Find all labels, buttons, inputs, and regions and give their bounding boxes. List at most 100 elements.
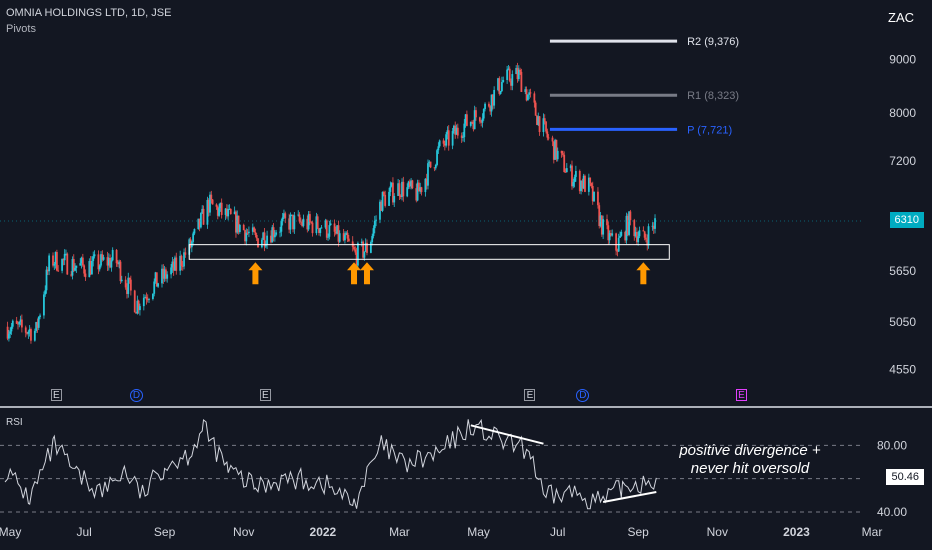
candle-body <box>615 233 618 251</box>
candle <box>172 258 175 276</box>
candle-body <box>142 297 145 307</box>
candle <box>402 176 405 202</box>
candle <box>357 241 359 270</box>
candle-body <box>417 182 420 192</box>
candle-body <box>248 231 250 233</box>
candle-body <box>92 256 95 261</box>
candle <box>347 234 350 242</box>
candle-body <box>255 235 258 239</box>
candle-body <box>510 80 512 86</box>
candle-body <box>524 89 527 92</box>
candle-body <box>488 103 490 107</box>
candle-body <box>309 214 311 222</box>
candle-body <box>61 259 63 271</box>
candle-body <box>399 195 402 197</box>
candle-body <box>536 115 538 125</box>
candle <box>442 138 445 147</box>
candle-body <box>251 227 254 232</box>
candle <box>446 126 449 140</box>
candle <box>469 121 472 128</box>
candle-body <box>463 123 466 138</box>
candle-body <box>55 252 58 271</box>
candle-body <box>442 140 445 144</box>
candle <box>344 231 346 244</box>
candle <box>345 231 348 236</box>
candle-body <box>628 211 630 235</box>
candle-body <box>538 116 541 133</box>
candle <box>398 179 401 200</box>
candle <box>207 198 210 217</box>
candle <box>111 247 114 262</box>
candle <box>593 191 595 202</box>
candle <box>490 94 493 117</box>
candle <box>451 127 454 150</box>
candle-body <box>611 233 614 236</box>
candle-body <box>334 231 337 234</box>
candle <box>556 147 559 162</box>
candle-body <box>525 89 528 101</box>
indicator-name[interactable]: Pivots <box>6 23 36 35</box>
candle-body <box>289 214 292 230</box>
candle <box>498 76 501 96</box>
dividend-icon[interactable]: D <box>130 389 144 402</box>
dividend-icon[interactable]: D <box>576 389 590 402</box>
candle-body <box>345 232 348 235</box>
candle <box>346 230 349 242</box>
earnings-icon[interactable]: E <box>735 389 747 401</box>
candle-body <box>97 254 100 270</box>
earnings-icon[interactable]: E <box>259 389 271 401</box>
candle <box>270 230 272 244</box>
candle-body <box>366 242 368 253</box>
candle-body <box>315 216 318 234</box>
earnings-icon[interactable]: E <box>50 389 62 401</box>
candle <box>533 91 536 108</box>
rsi-line <box>4 418 657 510</box>
candle-body <box>354 249 357 253</box>
candle <box>460 132 463 143</box>
candle <box>493 86 496 109</box>
candle <box>342 228 345 242</box>
candle-body <box>292 214 294 230</box>
annotation-line-1: positive divergence + <box>679 442 821 459</box>
candle-body <box>511 74 514 86</box>
candle <box>397 178 400 197</box>
candle <box>183 248 185 270</box>
earnings-icon[interactable]: E <box>524 389 536 401</box>
candle-body <box>84 273 87 278</box>
candle-body <box>654 218 656 229</box>
candle <box>564 168 567 173</box>
candle-body <box>372 228 375 237</box>
candle-body <box>478 117 481 122</box>
candle-body <box>115 249 118 264</box>
candle <box>545 121 547 134</box>
candle-body <box>420 187 423 193</box>
candle-body <box>454 125 457 135</box>
up-arrow-icon <box>636 262 651 285</box>
candle <box>152 293 154 301</box>
candle-body <box>451 131 454 146</box>
candle <box>20 314 23 333</box>
candle-body <box>263 232 266 247</box>
candle <box>154 271 157 284</box>
candle-body <box>545 121 547 132</box>
symbol-title[interactable]: OMNIA HOLDINGS LTD, 1D, JSE <box>6 7 172 19</box>
rsi-pane-label[interactable]: RSI <box>6 417 23 428</box>
candle <box>61 258 63 274</box>
candle-body <box>71 259 74 276</box>
candle-body <box>616 250 619 252</box>
candle-body <box>54 252 57 265</box>
candle <box>480 120 483 127</box>
candle-body <box>74 267 76 271</box>
candle-body <box>373 220 376 229</box>
candle <box>209 191 211 216</box>
candle-body <box>493 89 496 106</box>
axis-text-layer: May Jul Sep Nov 2022 Mar May Jul Sep Nov 2023 Mar 90… <box>0 53 916 539</box>
candle-body <box>227 208 230 217</box>
candle <box>7 329 10 342</box>
candle <box>253 226 256 233</box>
candle <box>381 191 384 213</box>
candle <box>425 173 428 190</box>
candle <box>201 205 204 215</box>
candle <box>92 251 95 267</box>
